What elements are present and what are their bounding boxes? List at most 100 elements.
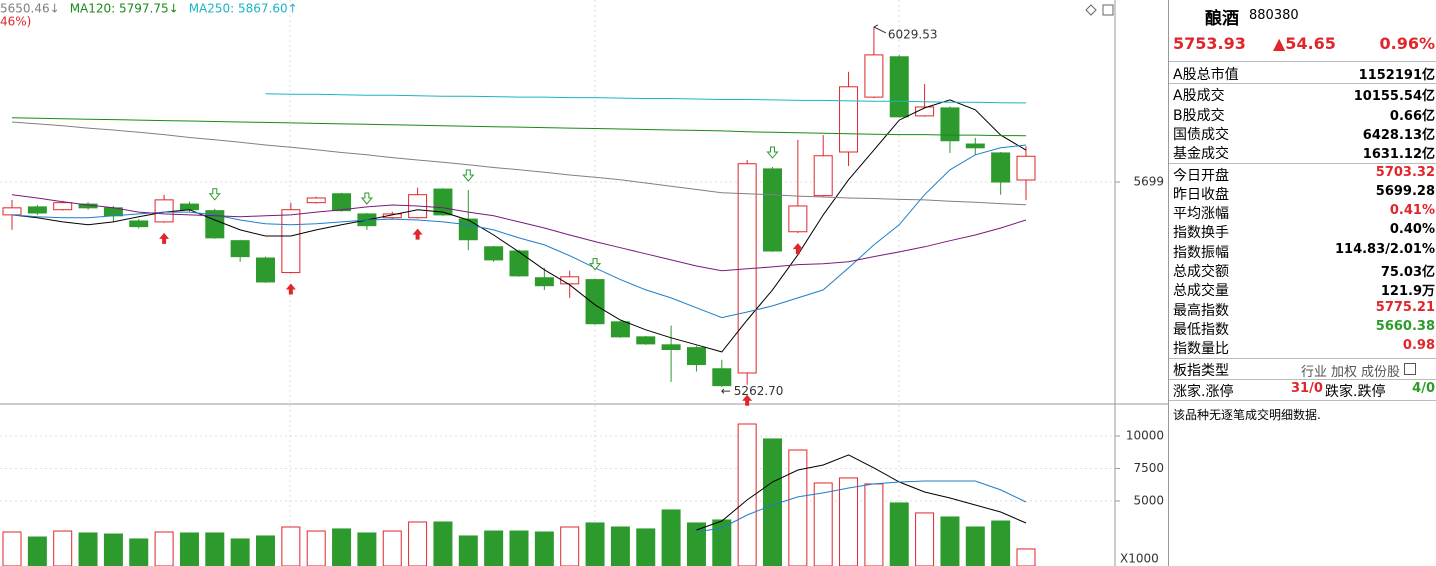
- candle-body: [179, 203, 199, 211]
- candle-body: [839, 86, 859, 153]
- candle-body: [306, 197, 326, 204]
- unit-label: X1000: [1120, 552, 1159, 566]
- info-panel: 酿酒 880380 5753.93 ▲54.65 0.96% A股总市值 1152…: [1168, 0, 1436, 566]
- row-value: 5660.38: [1375, 318, 1435, 334]
- volume-bar: [382, 530, 402, 566]
- volume-bar: [281, 526, 301, 566]
- separator: [1169, 357, 1436, 359]
- type-item[interactable]: 成份股: [1361, 364, 1401, 380]
- row-value: 0.66亿: [1389, 108, 1435, 124]
- candle-body: [281, 209, 301, 274]
- row-label: 昨日收盘: [1173, 186, 1229, 203]
- volume-bar: [839, 477, 859, 566]
- volume-bar: [256, 535, 275, 566]
- ma-line: [11, 144, 1027, 319]
- candle-body: [332, 193, 352, 212]
- candle-body: [991, 152, 1011, 183]
- candle-body: [534, 277, 554, 287]
- signal-down: [208, 188, 221, 201]
- volume-bar: [2, 531, 22, 566]
- volume-bar: [154, 531, 174, 566]
- row-value: 121.9万: [1380, 284, 1435, 300]
- row-value: 1631.12亿: [1362, 147, 1435, 163]
- volume-bar: [433, 521, 453, 566]
- legend-entry: 5650.46↓: [0, 2, 60, 16]
- type-icon: [1404, 362, 1417, 375]
- candle-body: [712, 368, 732, 387]
- ma-line: [265, 93, 1027, 104]
- volume-bar: [686, 522, 706, 566]
- volume-bar: [357, 532, 377, 566]
- volume-bar: [560, 526, 580, 566]
- volume-bar: [205, 532, 225, 566]
- signal-up: [742, 394, 753, 406]
- volume-bar: [103, 533, 123, 566]
- panel-title: 酿酒: [1205, 9, 1239, 29]
- candle-body: [1016, 155, 1036, 181]
- candle-body: [813, 155, 833, 197]
- candle-body: [53, 202, 73, 211]
- row-label: 指数振幅: [1173, 244, 1229, 261]
- signal-up: [159, 232, 170, 244]
- row-label: 国债成交: [1173, 126, 1229, 143]
- volume-bar: [864, 483, 884, 566]
- icon[interactable]: [1085, 4, 1097, 16]
- candle-body: [915, 106, 935, 117]
- y-tick-label: 10000: [1126, 428, 1164, 442]
- type-label: 板指类型: [1173, 362, 1229, 379]
- up-value: 31/0: [1291, 380, 1323, 396]
- row-label: A股总市值: [1173, 67, 1239, 83]
- signal-down: [766, 146, 779, 159]
- volume-ma-line: [696, 480, 1027, 533]
- volume-bar: [737, 423, 757, 566]
- row-value: 6428.13亿: [1362, 127, 1435, 143]
- row-value: 10155.54亿: [1353, 89, 1435, 105]
- candle-body: [636, 336, 656, 345]
- signal-up: [285, 283, 296, 295]
- signal-down: [588, 258, 602, 271]
- volume-bar: [27, 536, 47, 566]
- change: ▲54.65: [1273, 34, 1336, 53]
- separator: [1169, 61, 1436, 62]
- volume-bar: [889, 502, 909, 566]
- row-label: 总成交量: [1173, 283, 1229, 300]
- y-tick-label: 5699: [1133, 175, 1164, 189]
- volume-bar: [788, 449, 808, 566]
- candle-body: [458, 218, 478, 241]
- volume-bar: [408, 521, 428, 566]
- candle-body: [256, 257, 275, 283]
- type-item[interactable]: 行业: [1301, 364, 1328, 380]
- row-label: 平均涨幅: [1173, 206, 1229, 223]
- volume-bar: [509, 530, 529, 566]
- icon[interactable]: [1102, 4, 1114, 16]
- volume-bar: [230, 538, 250, 566]
- row-label: 总成交额: [1173, 264, 1229, 280]
- row-value: 1152191亿: [1358, 68, 1435, 83]
- candle-body: [763, 168, 782, 252]
- row-label: 基金成交: [1173, 146, 1229, 163]
- row-value: 114.83/2.01%: [1334, 241, 1435, 257]
- type-item[interactable]: 加权: [1331, 364, 1358, 380]
- candle-body: [2, 207, 22, 216]
- candle-body: [610, 321, 630, 338]
- volume-ma-line: [696, 454, 1027, 531]
- volume-bar: [965, 526, 985, 566]
- ma-line: [11, 194, 1027, 272]
- volume-bar: [534, 531, 554, 566]
- candle-body: [205, 210, 225, 239]
- volume-bar: [712, 519, 732, 566]
- up-label: 涨家.涨停: [1173, 383, 1234, 400]
- separator: [1169, 400, 1436, 402]
- candle-body: [940, 107, 960, 142]
- row-value: 5775.21: [1375, 299, 1435, 315]
- volume-bar: [53, 530, 73, 566]
- candle-body: [585, 279, 605, 325]
- volume-bar: [585, 522, 605, 566]
- volume-bar: [940, 516, 960, 566]
- candle-body: [509, 250, 529, 277]
- separator: [1169, 162, 1436, 164]
- candle-body: [965, 143, 985, 149]
- row-label: 最高指数: [1173, 302, 1229, 319]
- volume-bar: [129, 538, 149, 566]
